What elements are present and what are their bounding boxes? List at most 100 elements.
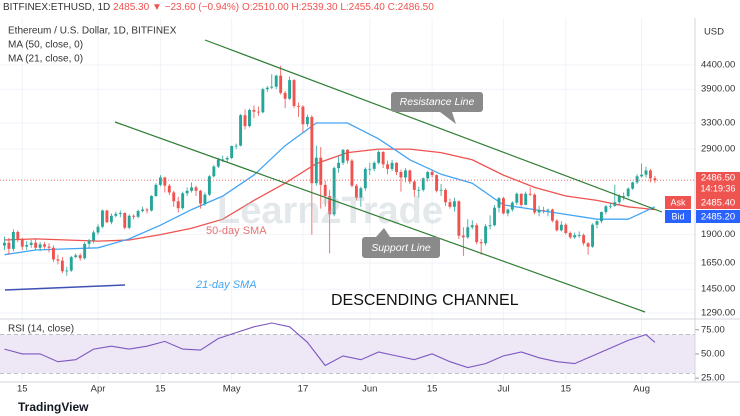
candle-body <box>78 255 82 259</box>
candle-body <box>622 195 626 197</box>
candle-body <box>96 226 100 233</box>
candle-body <box>595 221 599 225</box>
candle-body <box>515 193 519 203</box>
candle-body <box>16 231 20 240</box>
candle-body <box>635 176 639 183</box>
candle-body <box>292 80 296 106</box>
candle-body <box>199 190 202 204</box>
y-tick-label: 2900.00 <box>701 144 735 155</box>
candle-body <box>301 106 305 125</box>
candle-body <box>194 187 198 191</box>
candle-body <box>221 159 225 161</box>
price-badge-value: 2486.50 <box>701 173 735 184</box>
symbol: BITFINEX:ETHUSD, 1D <box>3 2 110 13</box>
candle-body <box>43 244 46 247</box>
candle-body <box>65 270 69 272</box>
candle-body <box>176 201 180 209</box>
candle-body <box>105 210 109 223</box>
ask-value: 2485.40 <box>701 198 735 209</box>
candle-body <box>118 212 122 214</box>
candle-body <box>305 116 309 125</box>
candle-body <box>435 175 439 191</box>
candle-body <box>261 89 265 113</box>
candle-body <box>510 202 514 210</box>
y-tick-label: 25.00 <box>701 373 725 384</box>
candle-body <box>288 80 292 99</box>
candle-body <box>582 235 586 244</box>
candle-body <box>29 242 33 245</box>
candle-body <box>555 220 559 231</box>
candle-body <box>34 242 38 248</box>
candle-body <box>421 178 425 190</box>
candle-body <box>252 109 256 112</box>
candle-body <box>444 189 447 203</box>
candle-body <box>524 193 528 205</box>
candle-body <box>577 235 581 236</box>
candle-body <box>559 224 563 231</box>
candle-body <box>417 189 421 191</box>
y-tick-label: 3900.00 <box>701 84 735 95</box>
candle-body <box>448 202 452 207</box>
candle-body <box>591 224 594 247</box>
candle-body <box>461 235 465 238</box>
candle-body <box>564 224 568 233</box>
candle-body <box>101 210 104 227</box>
x-tick-label: 15 <box>155 384 166 395</box>
legend-title: Ethereum / U.S. Dollar, 1D, BITFINEX <box>8 26 177 37</box>
candle-body <box>399 171 403 178</box>
candle-body <box>216 159 220 167</box>
candle-body <box>310 116 314 184</box>
moving-average <box>4 122 656 256</box>
candle-body <box>368 168 372 170</box>
x-tick-label: Apr <box>91 384 106 395</box>
candle-body <box>141 209 145 212</box>
candle-body <box>649 170 652 179</box>
horizontal-line <box>4 284 126 291</box>
plot-layer <box>0 18 699 382</box>
candle-body <box>644 170 648 175</box>
ma21-label: 21-day SMA <box>195 279 257 291</box>
candle-body <box>390 162 394 169</box>
candle-body <box>83 243 87 259</box>
support-label: Support Line <box>371 242 431 254</box>
candle-body <box>501 198 505 214</box>
candle-body <box>323 184 327 196</box>
candle-body <box>604 206 608 212</box>
brand: TradingView <box>18 400 89 414</box>
candle-body <box>181 193 185 209</box>
resistance-trendline <box>204 39 663 213</box>
x-tick-label: Jun <box>362 384 377 395</box>
candle-body <box>234 145 238 147</box>
candle-body <box>47 246 51 248</box>
candle-body <box>475 225 479 243</box>
candle-body <box>537 210 541 213</box>
candle-body <box>484 226 488 244</box>
legend-ma50: MA (50, close, 0) <box>8 40 83 51</box>
x-tick-label: Jul <box>497 384 509 395</box>
candle-body <box>3 242 6 246</box>
candle-body <box>279 75 283 93</box>
change: ▼ −23.60 (−0.94%) <box>152 2 239 13</box>
candle-body <box>617 195 621 203</box>
candle-body <box>207 176 211 195</box>
candle-body <box>25 244 29 247</box>
candle-body <box>408 170 412 182</box>
candle-body <box>341 149 345 163</box>
candle-body <box>372 162 376 169</box>
y-tick-label: 1650.00 <box>701 258 735 269</box>
candle-body <box>519 193 523 205</box>
rsi-title: RSI (14, close) <box>8 324 74 335</box>
y-tick-label: 75.00 <box>701 324 725 335</box>
candle-body <box>38 244 42 248</box>
candle-body <box>640 174 643 177</box>
price-badge <box>696 172 740 196</box>
candle-body <box>297 105 300 107</box>
candle-body <box>265 87 269 90</box>
candle-body <box>573 235 577 238</box>
candle-body <box>136 211 140 217</box>
candle-body <box>87 240 91 244</box>
candle-body <box>52 247 55 260</box>
y-tick-label: 50.00 <box>701 348 725 359</box>
candle-body <box>568 232 572 238</box>
candle-body <box>631 182 635 189</box>
